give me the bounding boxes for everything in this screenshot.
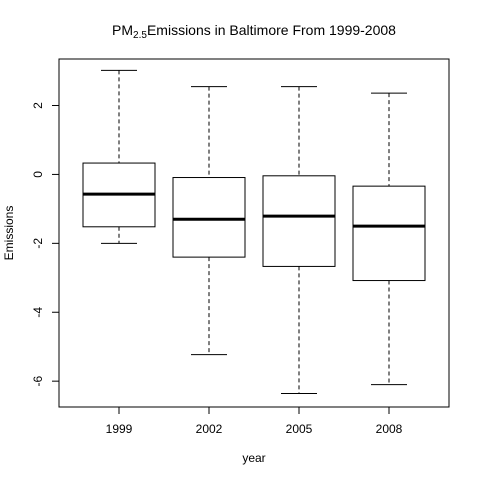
y-tick-label: 2 bbox=[31, 102, 45, 109]
x-tick-label: 2005 bbox=[286, 422, 313, 436]
title-prefix: PM bbox=[112, 22, 133, 38]
plot-layer: -6 -4 -2 0 2 1999 2002 2005 2008 bbox=[31, 69, 426, 436]
title-suffix: Emissions in Baltimore From 1999-2008 bbox=[147, 22, 396, 38]
y-tick-label: -6 bbox=[31, 375, 45, 386]
y-tick-label: -4 bbox=[31, 307, 45, 318]
y-tick-label: 0 bbox=[31, 171, 45, 178]
x-axis-label: year bbox=[242, 451, 265, 465]
plot-frame bbox=[58, 58, 450, 408]
box-iqr bbox=[262, 175, 336, 267]
box-iqr bbox=[172, 177, 246, 258]
chart-title: PM2.5Emissions in Baltimore From 1999-20… bbox=[112, 22, 396, 41]
box-iqr bbox=[352, 185, 426, 282]
y-axis-label: Emissions bbox=[2, 206, 16, 261]
x-tick-label: 2008 bbox=[376, 422, 403, 436]
x-tick-label: 1999 bbox=[106, 422, 133, 436]
x-tick-label: 2002 bbox=[196, 422, 223, 436]
title-subscript: 2.5 bbox=[133, 30, 147, 41]
y-tick-label: -2 bbox=[31, 238, 45, 249]
